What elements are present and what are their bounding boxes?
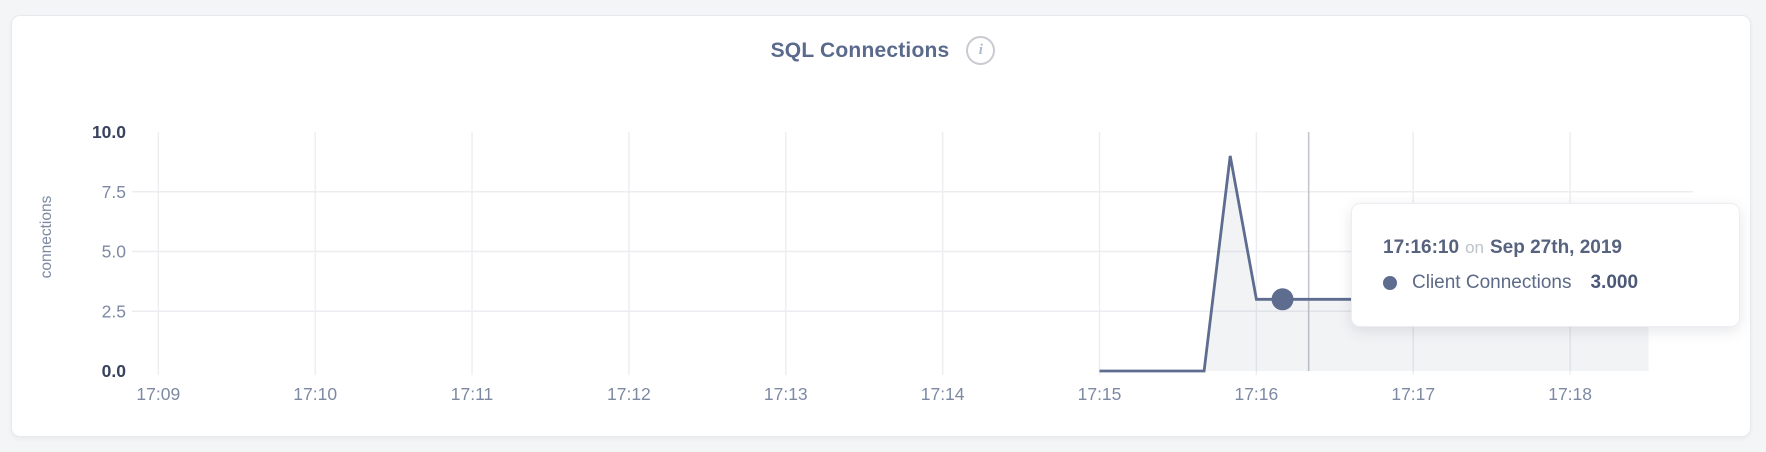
y-tick-label: 2.5 [102,301,126,321]
x-tick-label: 17:13 [764,384,808,404]
x-tick-label: 17:14 [921,384,965,404]
y-tick-label: 0.0 [102,361,127,381]
x-tick-label: 17:12 [607,384,651,404]
tooltip-time: 17:16:10 [1383,236,1460,258]
series-bullet-icon [1383,275,1397,290]
highlight-point[interactable] [1271,288,1294,311]
chart-tooltip: 17:16:10 on Sep 27th, 2019 Client Connec… [1351,203,1740,327]
x-tick-label: 17:11 [451,384,494,404]
x-tick-label: 17:09 [136,384,180,404]
tooltip-on-word: on [1465,237,1484,257]
tooltip-series-value: 3.000 [1590,271,1639,293]
chart-header: SQL Connections i [0,36,1766,65]
tooltip-series-name: Client Connections [1412,271,1572,293]
y-tick-label: 7.5 [102,182,126,202]
x-tick-label: 17:10 [293,384,337,404]
y-tick-label: 5.0 [102,242,127,262]
info-icon[interactable]: i [966,36,996,65]
tooltip-series-row: Client Connections 3.000 [1383,272,1739,294]
y-axis-title: connections [38,195,55,278]
x-tick-label: 17:16 [1234,384,1278,404]
x-tick-label: 17:17 [1391,384,1435,404]
chart-title: SQL Connections [770,38,950,62]
x-tick-label: 17:18 [1548,384,1592,404]
tooltip-timestamp-row: 17:16:10 on Sep 27th, 2019 [1383,237,1739,259]
x-tick-label: 17:15 [1078,384,1122,404]
y-tick-label: 10.0 [92,122,126,142]
tooltip-date: Sep 27th, 2019 [1489,236,1623,258]
info-icon-glyph: i [978,42,983,58]
